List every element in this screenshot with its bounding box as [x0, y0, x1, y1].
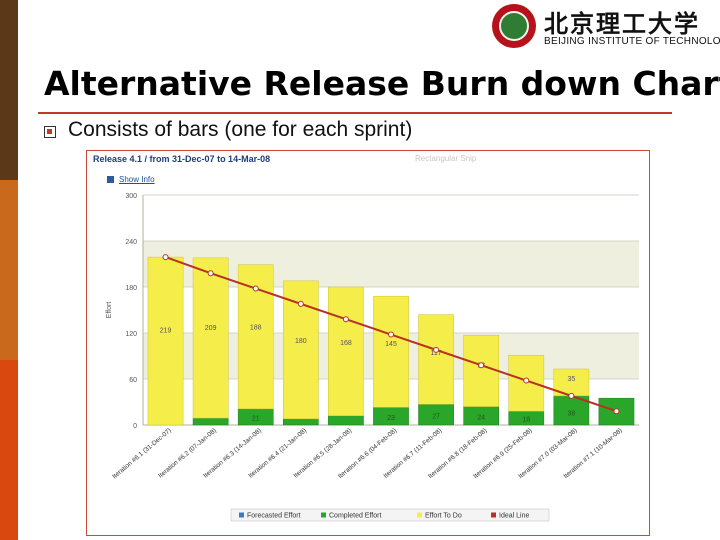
- completed-value-label: 24: [477, 415, 485, 422]
- logo-english-name: BEIJING INSTITUTE OF TECHNOLOGY: [544, 36, 720, 47]
- sidebar-band-dark: [0, 0, 18, 180]
- completed-bar: [282, 418, 319, 426]
- y-tick-label: 180: [125, 285, 137, 292]
- ideal-point: [342, 316, 349, 323]
- slide-sidebar: [0, 0, 18, 540]
- square-bullet-icon: [44, 126, 56, 138]
- ideal-point: [478, 362, 485, 369]
- slide-title: Alternative Release Burn down Chart: [44, 64, 720, 103]
- ideal-point: [162, 254, 169, 261]
- show-info-link[interactable]: Show Info: [107, 175, 155, 184]
- todo-value-label: 209: [205, 325, 217, 332]
- info-icon: [107, 176, 114, 183]
- show-info-label: Show Info: [119, 175, 155, 184]
- ideal-point: [297, 300, 304, 307]
- university-seal-icon: [492, 4, 536, 48]
- logo-chinese-name: 北京理工大学: [544, 9, 700, 38]
- legend-label: Forecasted Effort: [247, 513, 301, 520]
- todo-bar: [192, 257, 229, 419]
- todo-bar: [328, 286, 364, 417]
- plot-band: [143, 195, 639, 241]
- legend-box: [230, 508, 550, 522]
- sidebar-band-orange: [0, 180, 18, 360]
- release-header: Release 4.1 / from 31-Dec-07 to 14-Mar-0…: [93, 154, 271, 164]
- title-divider: [38, 112, 672, 114]
- faded-overlay-label: Rectangular Snip: [415, 154, 477, 163]
- ideal-point: [207, 270, 214, 277]
- legend-swatch: [417, 512, 422, 518]
- completed-bar: [192, 417, 229, 426]
- y-axis-title: Effort: [106, 302, 113, 319]
- todo-bar: [373, 295, 409, 408]
- todo-value-label: 168: [340, 340, 352, 347]
- ideal-point: [523, 377, 530, 384]
- completed-value-label: 23: [387, 415, 395, 422]
- todo-value-label: 180: [295, 338, 307, 345]
- todo-bar: [147, 256, 184, 426]
- todo-value-label: 188: [250, 325, 262, 332]
- university-logo: 北京理工大学 BEIJING INSTITUTE OF TECHNOLOGY: [492, 4, 720, 50]
- todo-value-label: 117: [431, 350, 442, 357]
- legend-swatch: [491, 512, 496, 518]
- completed-value-label: 21: [252, 416, 260, 423]
- y-tick-label: 300: [125, 193, 137, 200]
- ideal-point: [613, 408, 620, 415]
- legend-label: Effort To Do: [425, 513, 462, 520]
- completed-value-label: 18: [522, 416, 530, 423]
- y-tick-label: 240: [125, 239, 137, 246]
- legend-swatch: [321, 512, 326, 518]
- y-tick-label: 0: [133, 423, 137, 430]
- bullet-text: Consists of bars (one for each sprint): [68, 118, 413, 141]
- sidebar-band-red: [0, 360, 18, 540]
- chart-panel: Release 4.1 / from 31-Dec-07 to 14-Mar-0…: [86, 150, 650, 536]
- y-tick-label: 60: [129, 377, 137, 384]
- ideal-point: [568, 392, 575, 399]
- completed-value-label: 27: [432, 414, 440, 421]
- y-tick-label: 120: [125, 331, 137, 338]
- completed-value-label: 38: [567, 410, 575, 417]
- ideal-point: [433, 346, 440, 353]
- todo-bar: [463, 335, 500, 407]
- todo-value-label: 219: [160, 328, 172, 335]
- todo-value-label: 145: [385, 341, 397, 348]
- legend-label: Ideal Line: [499, 513, 529, 520]
- ideal-point: [388, 331, 394, 338]
- ideal-point: [252, 285, 259, 292]
- todo-bar: [418, 314, 454, 405]
- legend-label: Completed Effort: [329, 513, 381, 520]
- todo-value-label: 35: [567, 376, 575, 383]
- completed-bar: [328, 415, 364, 426]
- legend-swatch: [239, 512, 244, 518]
